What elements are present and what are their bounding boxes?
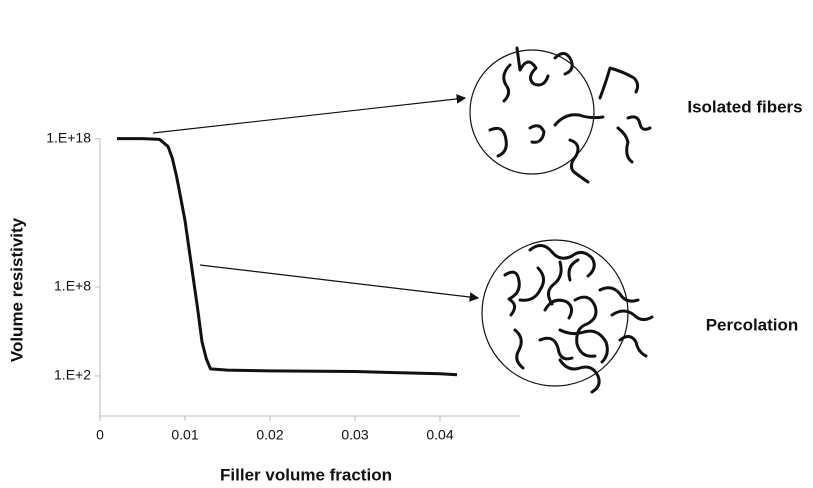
isolated-fibers-inset: [470, 48, 650, 182]
x-axis-title: Filler volume fraction: [220, 465, 392, 484]
y-tick-label: 1.E+8: [54, 278, 91, 294]
annotation: Percolation: [706, 315, 799, 334]
arrow: [200, 265, 478, 298]
chart: Isolated fibers Percolation Filler volum…: [0, 0, 813, 488]
x-tick-label: 0.04: [426, 427, 453, 443]
y-tick-label: 1.E+2: [54, 367, 91, 383]
y-axis-title: Volume resistivity: [7, 217, 26, 362]
x-tick-label: 0.02: [256, 427, 283, 443]
y-tick-label: 1.E+18: [46, 129, 91, 145]
arrow: [153, 98, 465, 133]
x-tick-label: 0: [96, 427, 104, 443]
data-line: [117, 139, 457, 375]
percolation-inset: [482, 240, 652, 392]
x-tick-label: 0.01: [171, 427, 198, 443]
annotation: Isolated fibers: [687, 97, 802, 116]
x-tick-label: 0.03: [341, 427, 368, 443]
